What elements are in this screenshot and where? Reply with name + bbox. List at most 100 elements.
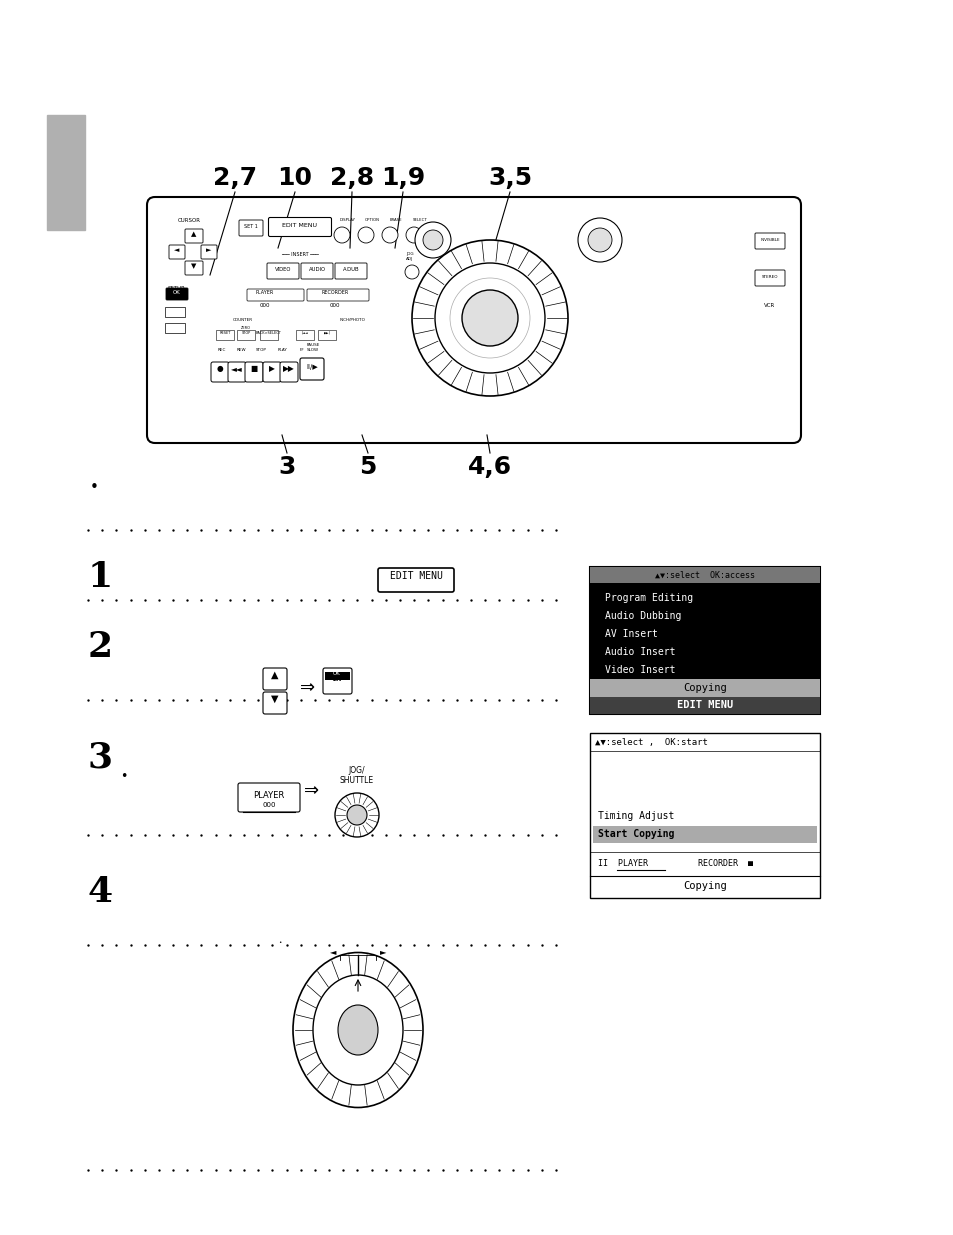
Text: •: • xyxy=(90,480,99,495)
FancyBboxPatch shape xyxy=(245,362,263,382)
Text: Video Insert: Video Insert xyxy=(604,664,675,676)
Text: JOG
ADJ: JOG ADJ xyxy=(406,252,414,261)
FancyBboxPatch shape xyxy=(147,198,801,443)
FancyBboxPatch shape xyxy=(169,245,185,259)
Circle shape xyxy=(587,228,612,252)
Ellipse shape xyxy=(313,974,402,1086)
Bar xyxy=(165,324,185,333)
Text: Program Editing: Program Editing xyxy=(604,593,693,603)
Text: ◄: ◄ xyxy=(330,947,335,956)
Text: 3,5: 3,5 xyxy=(487,165,532,190)
Bar xyxy=(589,734,820,898)
Text: ▼: ▼ xyxy=(192,263,196,269)
FancyBboxPatch shape xyxy=(228,362,246,382)
Text: SET 1: SET 1 xyxy=(244,224,257,228)
Text: OPTION: OPTION xyxy=(364,219,379,222)
Text: |◄◄: |◄◄ xyxy=(301,331,308,335)
Circle shape xyxy=(578,219,621,262)
Bar xyxy=(589,567,820,714)
Text: II/▶: II/▶ xyxy=(306,364,317,370)
Text: 1: 1 xyxy=(88,559,113,594)
FancyBboxPatch shape xyxy=(263,692,287,714)
Text: ◄: ◄ xyxy=(174,247,179,253)
Text: RESET: RESET xyxy=(219,331,231,335)
Text: ●: ● xyxy=(216,364,223,373)
Bar xyxy=(215,330,233,340)
Bar xyxy=(47,115,85,230)
Text: Timing Adjust: Timing Adjust xyxy=(598,811,674,821)
Text: ◄◄: ◄◄ xyxy=(231,364,243,373)
Circle shape xyxy=(381,227,397,243)
Circle shape xyxy=(435,263,544,373)
Text: RECORDER: RECORDER xyxy=(321,290,348,295)
FancyBboxPatch shape xyxy=(239,220,263,236)
Bar xyxy=(260,330,277,340)
Text: 4,6: 4,6 xyxy=(468,454,512,479)
Text: ►: ► xyxy=(206,247,212,253)
Circle shape xyxy=(347,805,367,825)
Text: ▶▶|: ▶▶| xyxy=(323,331,330,335)
FancyBboxPatch shape xyxy=(301,263,333,279)
Bar xyxy=(236,330,254,340)
Text: ▲: ▲ xyxy=(271,671,278,680)
Text: 000: 000 xyxy=(330,303,340,308)
Text: INCH/PHOTO: INCH/PHOTO xyxy=(339,317,366,322)
Text: Start Copying: Start Copying xyxy=(598,829,674,839)
Circle shape xyxy=(334,227,350,243)
Circle shape xyxy=(405,266,418,279)
Text: ⇒: ⇒ xyxy=(304,782,319,800)
Text: ZERO
STOP: ZERO STOP xyxy=(241,326,251,335)
FancyBboxPatch shape xyxy=(299,358,324,380)
Text: ▶▶: ▶▶ xyxy=(283,364,294,373)
Text: OK: OK xyxy=(332,674,341,683)
FancyBboxPatch shape xyxy=(335,263,367,279)
Text: Audio Dubbing: Audio Dubbing xyxy=(604,611,680,621)
Bar xyxy=(589,679,820,697)
Bar xyxy=(165,308,185,317)
Text: JOG/
SHUTTLE: JOG/ SHUTTLE xyxy=(339,766,374,785)
Text: 2: 2 xyxy=(88,630,113,664)
Text: 2,7: 2,7 xyxy=(213,165,256,190)
FancyBboxPatch shape xyxy=(754,270,784,287)
Text: ▲▼:select  OK:access: ▲▼:select OK:access xyxy=(655,571,754,579)
Text: ─── INSERT ───: ─── INSERT ─── xyxy=(281,252,318,257)
Text: REC: REC xyxy=(217,348,226,352)
Text: •: • xyxy=(120,769,128,783)
Text: OK: OK xyxy=(172,290,181,295)
Text: FF: FF xyxy=(299,348,304,352)
Text: PLAY: PLAY xyxy=(277,348,288,352)
Text: EDIT MENU: EDIT MENU xyxy=(677,700,732,710)
FancyBboxPatch shape xyxy=(377,568,454,592)
Text: VIDEO: VIDEO xyxy=(274,267,291,272)
Text: ▲▼:select ,  OK:start: ▲▼:select , OK:start xyxy=(595,737,707,746)
FancyBboxPatch shape xyxy=(185,228,203,243)
Text: ▼: ▼ xyxy=(271,694,278,704)
FancyBboxPatch shape xyxy=(211,362,229,382)
Bar xyxy=(589,567,820,583)
Text: 2,8: 2,8 xyxy=(330,165,374,190)
FancyBboxPatch shape xyxy=(263,668,287,690)
FancyBboxPatch shape xyxy=(323,668,352,694)
Text: REW: REW xyxy=(236,348,246,352)
Bar xyxy=(325,672,350,680)
Text: EDIT MENU: EDIT MENU xyxy=(389,571,442,580)
Text: ERASE: ERASE xyxy=(389,219,402,222)
FancyBboxPatch shape xyxy=(263,362,281,382)
Text: COUNTER: COUNTER xyxy=(233,317,253,322)
Text: 3: 3 xyxy=(88,740,113,774)
Circle shape xyxy=(357,227,374,243)
Text: •: • xyxy=(277,940,281,945)
Text: PLAYER: PLAYER xyxy=(255,290,274,295)
Circle shape xyxy=(461,290,517,346)
Bar xyxy=(589,697,820,714)
Text: 4: 4 xyxy=(88,876,113,909)
Text: ▶: ▶ xyxy=(269,364,274,373)
Text: Audio Insert: Audio Insert xyxy=(604,647,675,657)
Ellipse shape xyxy=(293,952,422,1108)
Text: STOP: STOP xyxy=(255,348,266,352)
Text: 3: 3 xyxy=(278,454,295,479)
Bar xyxy=(317,330,335,340)
Text: 1,9: 1,9 xyxy=(380,165,425,190)
Text: ⇒: ⇒ xyxy=(300,679,315,697)
Text: STEREO: STEREO xyxy=(760,275,778,279)
